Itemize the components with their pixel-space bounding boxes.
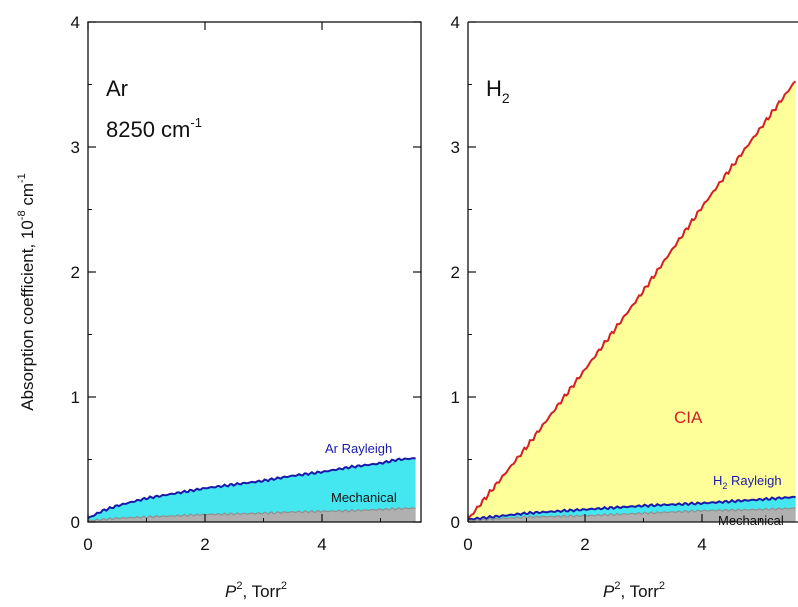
ar-wavenumber-value: 8250 cm bbox=[106, 117, 190, 142]
h2-xtick-label-0: 0 bbox=[463, 535, 472, 554]
h2-x-axis-unit: , Torr bbox=[620, 582, 659, 601]
ar-x-axis-title: P2, Torr2 bbox=[225, 580, 287, 601]
h2-rayleigh-label-h: H bbox=[713, 473, 722, 488]
h2-area-group bbox=[468, 81, 796, 522]
y-axis-title-sup2: -1 bbox=[16, 173, 28, 183]
ar-x-axis-unit-sup: 2 bbox=[281, 580, 287, 592]
y-axis-title-main: Absorption coefficient, 10 bbox=[18, 220, 37, 411]
ar-ytick-label-3: 3 bbox=[71, 138, 80, 157]
ar-wavenumber-label: 8250 cm-1 bbox=[106, 115, 202, 142]
cia-label: CIA bbox=[674, 408, 703, 427]
ar-ytick-label-4: 4 bbox=[71, 13, 80, 32]
ar-panel-label: Ar bbox=[106, 76, 128, 101]
ar-ytick-label-1: 1 bbox=[71, 388, 80, 407]
h2-xtick-label-4: 4 bbox=[697, 535, 706, 554]
h2-panel-label-sub: 2 bbox=[502, 90, 510, 106]
h2-mechanical-label: Mechanical bbox=[718, 513, 784, 528]
h2-rayleigh-label-rest: Rayleigh bbox=[727, 473, 781, 488]
ar-xtick-label-0: 0 bbox=[83, 535, 92, 554]
ar-ytick-label-0: 0 bbox=[71, 513, 80, 532]
h2-x-axis-unit-sup: 2 bbox=[659, 580, 665, 592]
h2-x-axis-p: P bbox=[603, 582, 615, 601]
h2-ytick-label-1: 1 bbox=[451, 388, 460, 407]
h2-xtick-label-2: 2 bbox=[580, 535, 589, 554]
ar-x-axis-unit: , Torr bbox=[242, 582, 281, 601]
h2-panel-label-h: H bbox=[486, 76, 502, 101]
h2-ytick-label-3: 3 bbox=[451, 138, 460, 157]
ar-xtick-label-4: 4 bbox=[317, 535, 326, 554]
h2-ytick-label-2: 2 bbox=[451, 263, 460, 282]
ar-ytick-label-2: 2 bbox=[71, 263, 80, 282]
ar-wavenumber-sup: -1 bbox=[190, 115, 202, 130]
h2-ytick-label-4: 4 bbox=[451, 13, 460, 32]
h2-x-axis-title: P2, Torr2 bbox=[603, 580, 665, 601]
y-axis-title-sup1: -8 bbox=[16, 210, 28, 220]
h2-panel-label: H2 bbox=[486, 76, 510, 106]
ar-xtick-label-2: 2 bbox=[200, 535, 209, 554]
h2-ytick-label-0: 0 bbox=[451, 513, 460, 532]
ar-x-axis-p: P bbox=[225, 582, 237, 601]
y-axis-title: Absorption coefficient, 10-8 cm-1 bbox=[16, 173, 37, 411]
y-axis-title-unit: cm bbox=[18, 183, 37, 210]
ar-rayleigh-label: Ar Rayleigh bbox=[325, 441, 392, 456]
ar-mechanical-label: Mechanical bbox=[331, 490, 397, 505]
